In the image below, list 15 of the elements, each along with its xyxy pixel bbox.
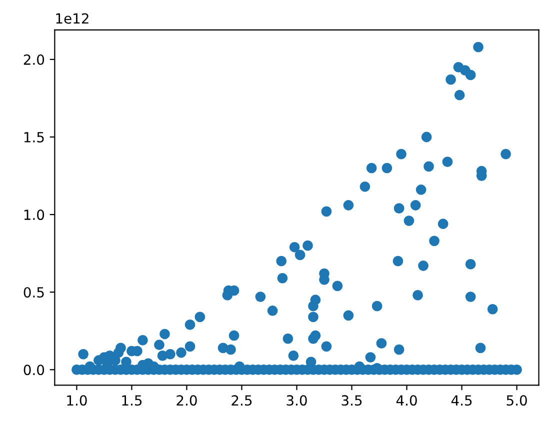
y-tick-label: 2.0 [24,54,44,65]
text: 1e12 [56,13,88,24]
y-tick-label: 0.0 [24,364,44,376]
x-tick-label: 2.5 [232,395,252,406]
x-tick-label: 3.5 [342,395,362,406]
x-tick-label: 1.5 [122,395,142,406]
x-tick-label: 4.5 [451,395,472,406]
x-tick-label: 1.0 [67,395,87,406]
x-tick-label: 4.0 [396,395,417,406]
y-tick-label: 1.5 [24,132,44,142]
y-tick-label: 0.5 [24,287,44,298]
x-tick-label: 5.0 [506,395,527,406]
x-tick-label: 2.0 [176,395,197,406]
x-tick-label: 3.0 [286,395,307,406]
y-tick-label: 1.0 [24,210,44,220]
